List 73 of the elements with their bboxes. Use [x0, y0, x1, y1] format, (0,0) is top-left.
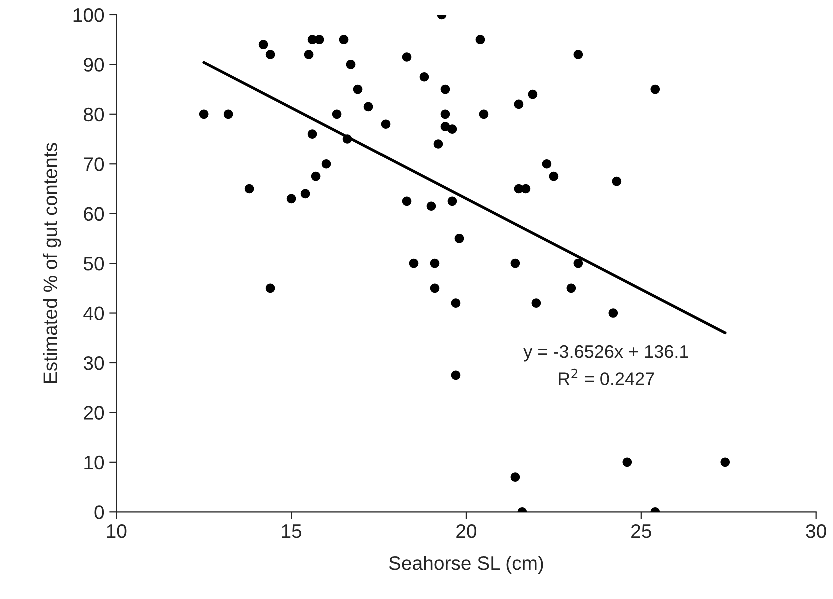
point [532, 298, 542, 308]
point [308, 130, 318, 139]
point [339, 35, 349, 44]
point [364, 102, 374, 112]
point [332, 110, 342, 120]
point [448, 124, 458, 134]
y-tick-label: 70 [84, 158, 104, 172]
point [612, 176, 622, 186]
y-tick-label: 10 [84, 456, 104, 470]
point [451, 370, 461, 380]
point [514, 100, 524, 110]
point [574, 258, 584, 268]
y-tick-label: 60 [84, 207, 104, 222]
y-tick-label: 80 [84, 108, 104, 122]
point [476, 35, 486, 44]
point [434, 140, 444, 149]
point [342, 134, 352, 144]
point [542, 159, 552, 169]
annotation: R$^{2}$ = 0.2427 [559, 368, 654, 386]
y-tick-label: 90 [84, 58, 104, 72]
point [430, 258, 440, 268]
x-tick-label: 15 [282, 524, 302, 538]
point [521, 184, 531, 194]
point [430, 284, 440, 294]
point [199, 110, 209, 120]
point [574, 50, 584, 60]
point [266, 284, 276, 294]
point [720, 458, 730, 468]
x-tick-label: 10 [107, 524, 127, 538]
y-tick-label: 30 [84, 356, 104, 370]
point [244, 184, 254, 194]
annotation: y = -3.6526x + 136.1 [524, 345, 688, 362]
point [549, 172, 559, 182]
point [566, 284, 576, 294]
point [454, 234, 464, 244]
y-tick-label: 100 [74, 8, 104, 22]
point [266, 50, 276, 60]
point [322, 159, 332, 169]
point [311, 172, 321, 182]
point [381, 120, 391, 130]
point [300, 189, 310, 199]
point [510, 472, 520, 482]
point [346, 60, 356, 70]
y-axis-title: Estimated % of gut contents [43, 143, 62, 384]
point [479, 110, 489, 120]
point [528, 90, 538, 100]
x-axis-title: Seahorse SL (cm) [389, 556, 544, 574]
x-tick-label: 20 [456, 524, 477, 538]
y-tick-label: 50 [84, 257, 104, 271]
point [258, 40, 268, 50]
point [224, 110, 234, 120]
y-tick-label: 20 [84, 406, 104, 420]
point [409, 258, 419, 268]
point [448, 196, 458, 206]
point [440, 84, 450, 94]
y-tick-label: 0 [94, 506, 104, 520]
point [286, 194, 296, 204]
point [314, 35, 324, 44]
x-tick-label: 25 [632, 524, 652, 538]
point [622, 458, 632, 468]
point [608, 308, 618, 318]
point [440, 110, 450, 120]
point [426, 202, 436, 212]
x-tick-label: 30 [806, 524, 826, 538]
point [451, 298, 461, 308]
point [650, 84, 660, 94]
point [402, 52, 412, 62]
y-tick-label: 40 [84, 306, 104, 321]
point [304, 50, 314, 60]
point [420, 72, 430, 82]
point [402, 196, 412, 206]
point [510, 258, 520, 268]
point [353, 84, 363, 94]
